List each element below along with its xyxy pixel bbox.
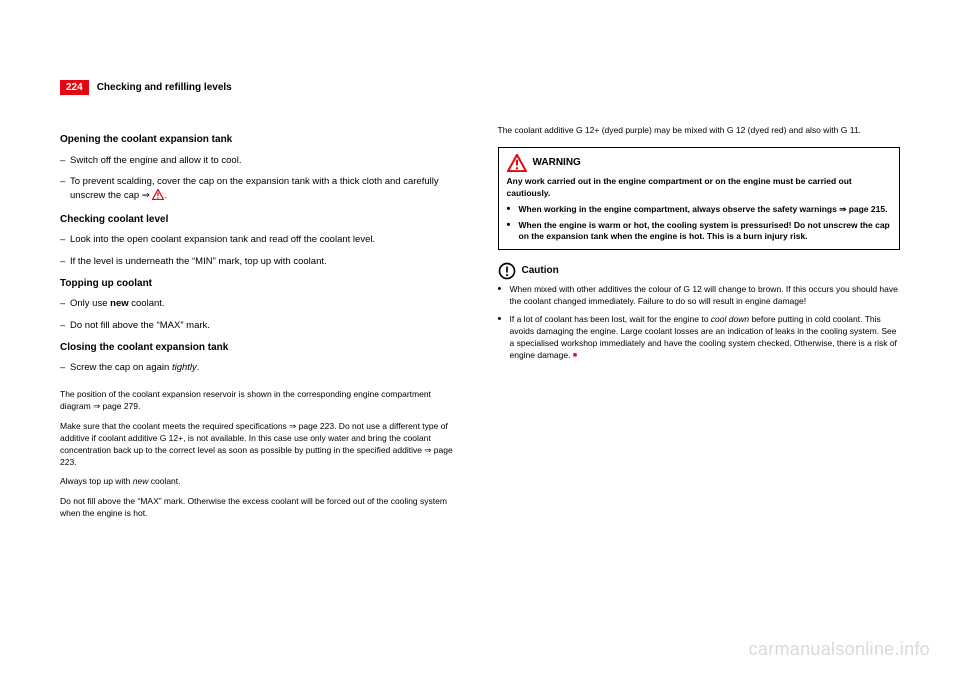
list-item: – Only use new coolant. — [60, 297, 463, 311]
left-column: Opening the coolant expansion tank – Swi… — [60, 125, 463, 528]
list-item: – If the level is underneath the “MIN” m… — [60, 255, 463, 269]
dash-icon: – — [60, 361, 70, 375]
paragraph: Make sure that the coolant meets the req… — [60, 421, 463, 469]
paragraph: Do not fill above the “MAX” mark. Otherw… — [60, 496, 463, 520]
dash-icon: – — [60, 233, 70, 247]
text-fragment: Only use — [70, 298, 110, 309]
bullet-icon: • — [498, 314, 510, 362]
content-columns: Opening the coolant expansion tank – Swi… — [60, 125, 900, 528]
caution-text: When mixed with other additives the colo… — [510, 284, 901, 308]
text-fragment: If a lot of coolant has been lost, wait … — [510, 314, 711, 324]
bullet-icon: • — [498, 284, 510, 308]
right-column: The coolant additive G 12+ (dyed purple)… — [498, 125, 901, 528]
manual-page: 224 Checking and refilling levels Openin… — [0, 0, 960, 678]
warning-text: When working in the engine compartment, … — [519, 204, 888, 216]
bullet-icon: • — [507, 220, 519, 244]
heading-closing-tank: Closing the coolant expansion tank — [60, 341, 463, 356]
dash-icon: – — [60, 154, 70, 168]
caution-label: Caution — [522, 264, 559, 279]
text-fragment: coolant. — [129, 298, 165, 309]
list-item: – Switch off the engine and allow it to … — [60, 154, 463, 168]
list-item: – To prevent scalding, cover the cap on … — [60, 175, 463, 205]
text-fragment: coolant. — [148, 476, 180, 486]
warning-bullet: • When the engine is warm or hot, the co… — [507, 220, 892, 244]
end-square-icon: ■ — [573, 352, 577, 359]
text-fragment: . — [197, 362, 200, 373]
body-text: Do not fill above the “MAX” mark. — [70, 319, 463, 333]
list-item: – Look into the open coolant expansion t… — [60, 233, 463, 247]
text-italic: new — [133, 476, 149, 486]
dash-icon: – — [60, 297, 70, 311]
heading-topping-up: Topping up coolant — [60, 277, 463, 292]
caution-text: If a lot of coolant has been lost, wait … — [510, 314, 901, 362]
bullet-icon: • — [507, 204, 519, 216]
section-title: Checking and refilling levels — [97, 82, 232, 93]
text-fragment: . — [164, 190, 167, 201]
body-text: Switch off the engine and allow it to co… — [70, 154, 463, 168]
body-text: Only use new coolant. — [70, 297, 463, 311]
text-italic: cool down — [711, 314, 749, 324]
text-fragment: To prevent scalding, cover the cap on th… — [70, 176, 439, 201]
caution-bullet: • When mixed with other additives the co… — [498, 284, 901, 308]
paragraph: The position of the coolant expansion re… — [60, 389, 463, 413]
dash-icon: – — [60, 255, 70, 269]
text-fragment: Screw the cap on again — [70, 362, 172, 373]
dash-icon: – — [60, 175, 70, 205]
heading-checking-level: Checking coolant level — [60, 213, 463, 228]
warning-box: WARNING Any work carried out in the engi… — [498, 147, 901, 250]
warning-label: WARNING — [533, 156, 581, 171]
warning-text: When the engine is warm or hot, the cool… — [519, 220, 892, 244]
text-fragment: Always top up with — [60, 476, 133, 486]
heading-opening-tank: Opening the coolant expansion tank — [60, 133, 463, 148]
body-text: To prevent scalding, cover the cap on th… — [70, 175, 463, 205]
text-bold: new — [110, 298, 128, 309]
warning-header: WARNING — [507, 154, 892, 172]
text-italic: tightly — [172, 362, 197, 373]
paragraph: The coolant additive G 12+ (dyed purple)… — [498, 125, 901, 137]
arrow-icon: ⇒ — [142, 190, 150, 201]
list-item: – Do not fill above the “MAX” mark. — [60, 319, 463, 333]
dash-icon: – — [60, 319, 70, 333]
caution-bullet: • If a lot of coolant has been lost, wai… — [498, 314, 901, 362]
page-header: 224 Checking and refilling levels — [60, 80, 900, 95]
paragraph: Always top up with new coolant. — [60, 476, 463, 488]
warning-bullet: • When working in the engine compartment… — [507, 204, 892, 216]
body-text: If the level is underneath the “MIN” mar… — [70, 255, 463, 269]
warning-triangle-icon — [507, 154, 527, 172]
warning-text: Any work carried out in the engine compa… — [507, 176, 892, 200]
body-text: Look into the open coolant expansion tan… — [70, 233, 463, 247]
watermark: carmanualsonline.info — [749, 639, 930, 660]
body-text: Screw the cap on again tightly. — [70, 361, 463, 375]
page-number-badge: 224 — [60, 80, 89, 95]
list-item: – Screw the cap on again tightly. — [60, 361, 463, 375]
warning-triangle-icon — [152, 189, 164, 205]
caution-circle-icon — [498, 262, 516, 280]
caution-header: Caution — [498, 262, 901, 280]
